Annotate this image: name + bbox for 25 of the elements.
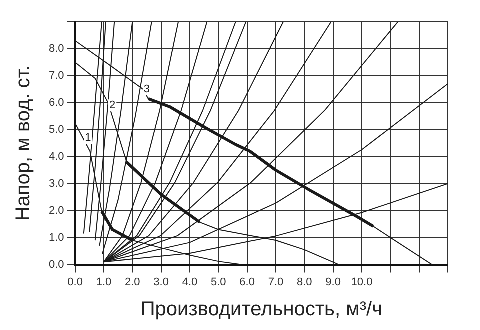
- x-tick-label: 2.0: [124, 276, 140, 288]
- x-axis-title: Производительность, м³/ч: [140, 298, 382, 321]
- y-tick-label: 1.0: [48, 232, 64, 244]
- y-axis-title: Напор, м вод. ст.: [12, 66, 35, 222]
- annotation: 2: [110, 100, 116, 112]
- x-tick-label: 9.0: [326, 276, 341, 288]
- x-tick-label: 4.0: [182, 276, 198, 288]
- y-tick-label: 2.0: [48, 204, 64, 217]
- y-tick-label: 5.0: [48, 124, 64, 136]
- x-tick-label: 6.0: [240, 276, 255, 288]
- x-tick-label: 0.0: [68, 276, 83, 288]
- x-tick-label: 1.0: [96, 276, 112, 288]
- annotation: 1: [85, 132, 92, 144]
- x-tick-label: 10.0: [351, 276, 373, 288]
- y-tick-label: 6.0: [48, 96, 64, 109]
- y-tick-label: 3.0: [48, 178, 64, 190]
- y-tick-label: 7.0: [48, 70, 64, 82]
- x-tick-label: 7.0: [268, 276, 284, 288]
- x-tick-label: 5.0: [210, 276, 226, 288]
- y-tick-label: 8.0: [48, 43, 64, 56]
- x-tick-label: 3.0: [154, 276, 169, 288]
- x-tick-label: 8.0: [297, 276, 312, 288]
- y-tick-label: 0.0: [48, 258, 64, 271]
- annotation: 3: [144, 83, 150, 96]
- y-tick-label: 4.0: [48, 150, 64, 163]
